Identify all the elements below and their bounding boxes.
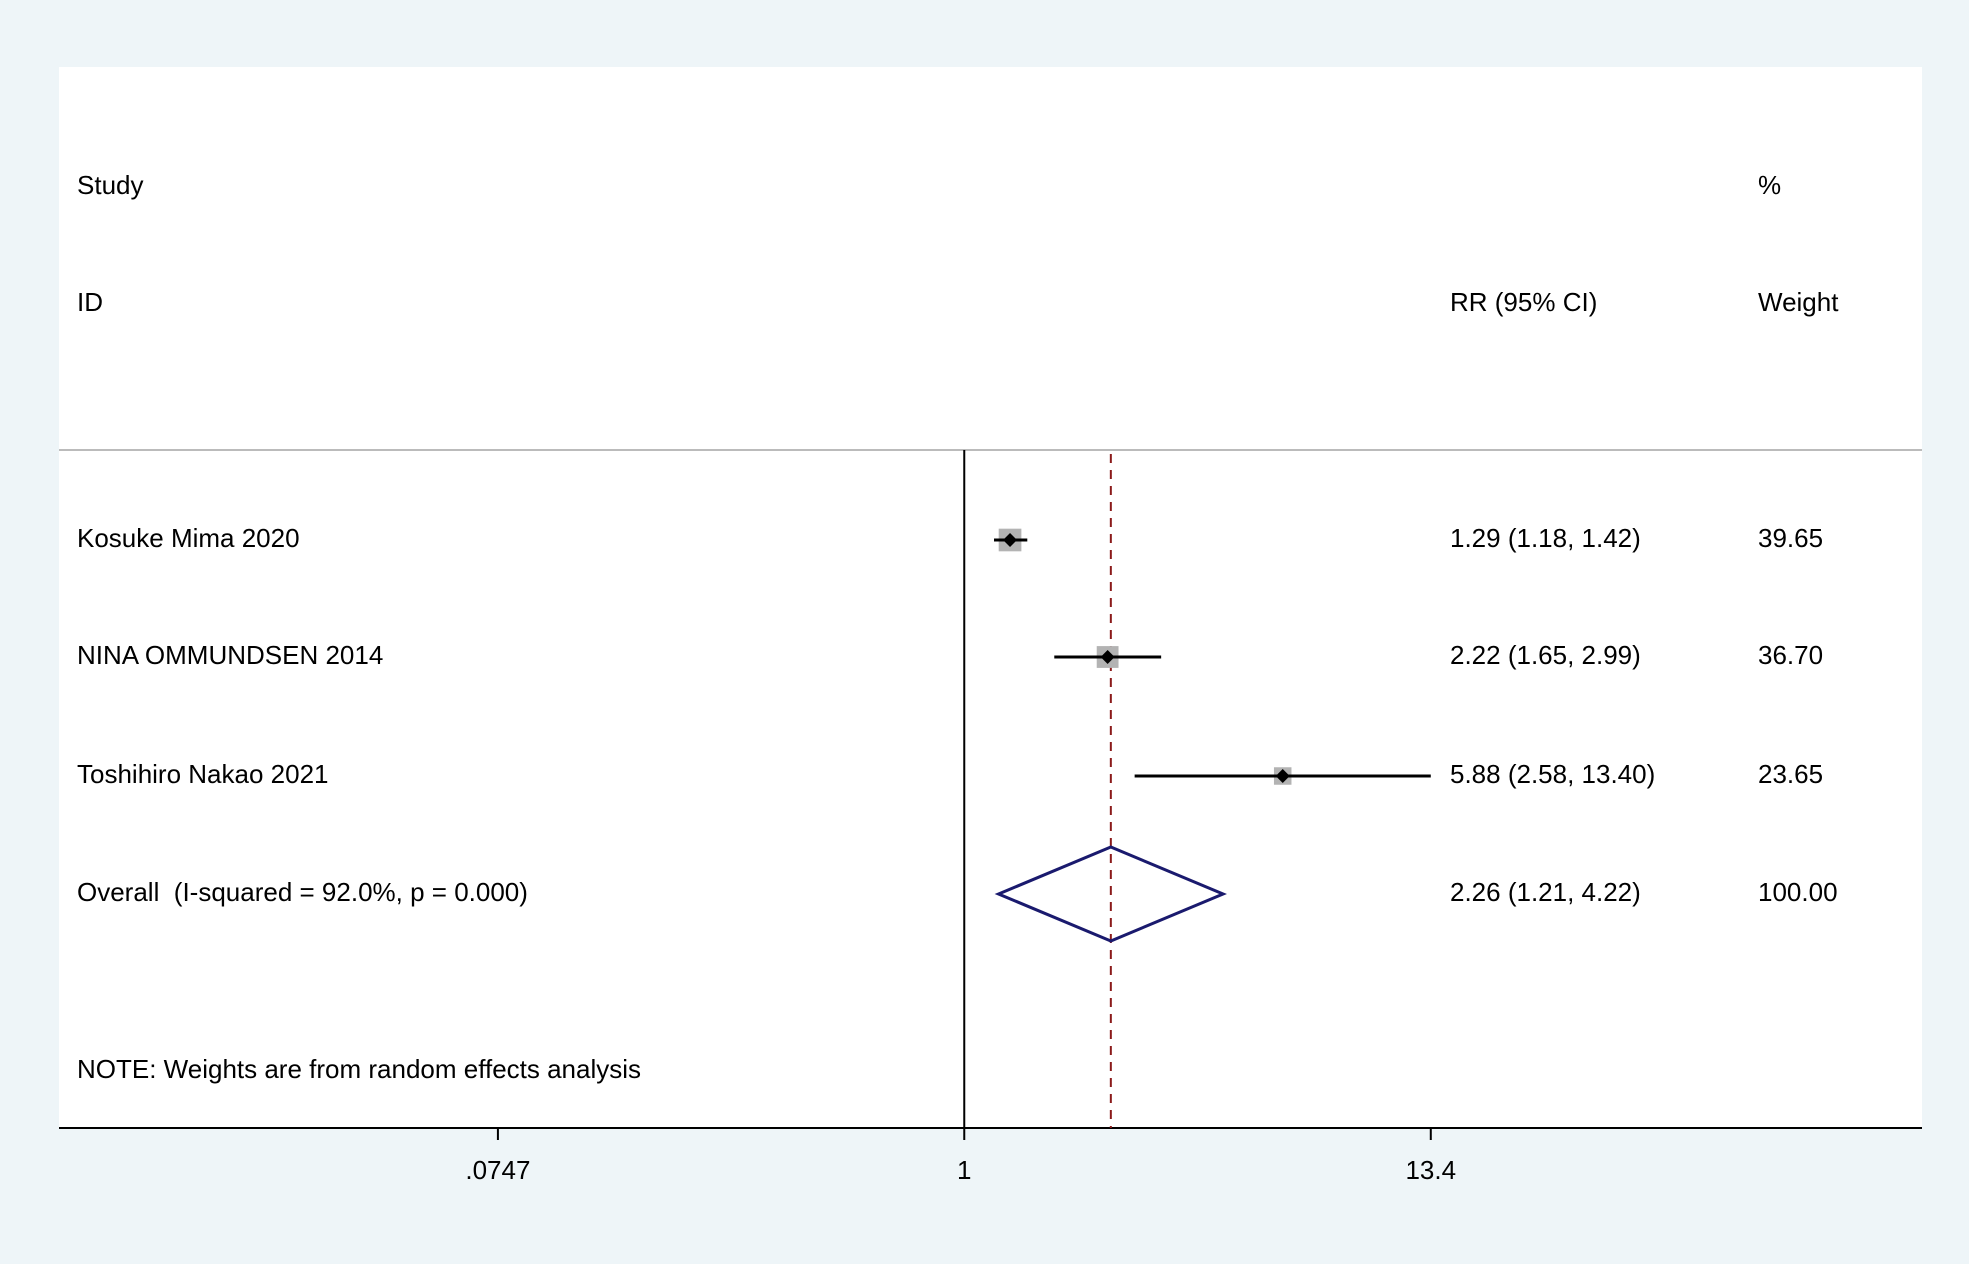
x-tick-label: .0747: [465, 1155, 530, 1185]
overall-diamond: [994, 845, 1227, 943]
point-estimate: [1100, 650, 1115, 664]
effect-label: 1.29 (1.18, 1.42): [1450, 523, 1641, 553]
x-tick-label: 13.4: [1405, 1155, 1456, 1185]
header-weight: Weight: [1758, 287, 1839, 317]
plot-panel: [59, 67, 1922, 1128]
overall-effect-label: 2.26 (1.21, 4.22): [1450, 877, 1641, 907]
study-name: Toshihiro Nakao 2021: [77, 759, 329, 789]
weight-label: 39.65: [1758, 523, 1823, 553]
point-estimate: [1275, 769, 1290, 783]
overall-name: Overall (I-squared = 92.0%, p = 0.000): [77, 877, 528, 907]
study-name: NINA OMMUNDSEN 2014: [77, 640, 383, 670]
effect-label: 2.22 (1.65, 2.99): [1450, 640, 1641, 670]
header-effect: RR (95% CI): [1450, 287, 1597, 317]
header-percent: %: [1758, 170, 1781, 200]
overall-weight-label: 100.00: [1758, 877, 1838, 907]
point-estimate: [1003, 533, 1018, 547]
x-tick-label: 1: [957, 1155, 971, 1185]
weight-label: 36.70: [1758, 640, 1823, 670]
note: NOTE: Weights are from random effects an…: [77, 1054, 641, 1084]
weight-label: 23.65: [1758, 759, 1823, 789]
study-name: Kosuke Mima 2020: [77, 523, 300, 553]
header-id: ID: [77, 287, 103, 317]
header-study: Study: [77, 170, 144, 200]
effect-label: 5.88 (2.58, 13.40): [1450, 759, 1655, 789]
